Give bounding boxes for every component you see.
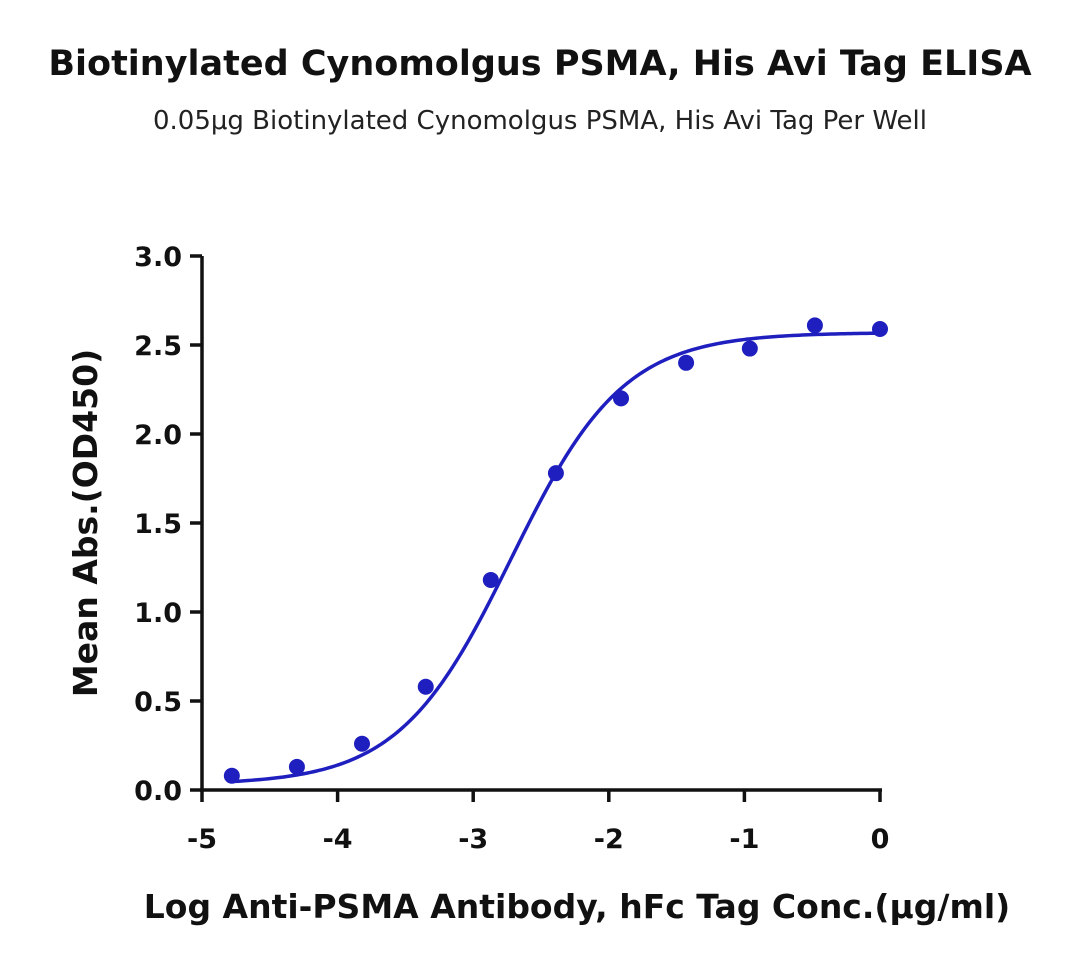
data-point — [806, 317, 823, 334]
y-tick-label: 1.5 — [134, 509, 182, 540]
data-points-layer — [223, 317, 888, 784]
y-axis-label: Mean Abs.(OD450) — [66, 349, 105, 697]
x-tick-label: -4 — [323, 824, 353, 855]
x-tick-label: -5 — [187, 824, 217, 855]
y-tick-label: 2.5 — [134, 331, 182, 362]
data-point — [678, 354, 695, 371]
x-tick-label: 0 — [871, 824, 890, 855]
data-point — [547, 465, 564, 482]
data-point — [741, 340, 758, 357]
chart-title: Biotinylated Cynomolgus PSMA, His Avi Ta… — [48, 44, 1032, 84]
axes: 0.0 0.5 1.0 1.5 2.0 2.5 3.0 -5 -4 -3 -2 -1 0 — [134, 242, 889, 855]
x-tick-label: -3 — [458, 824, 488, 855]
data-point — [482, 571, 499, 588]
y-tick-label: 1.0 — [134, 598, 182, 629]
data-point — [613, 390, 630, 407]
fit-curve — [231, 331, 881, 784]
data-point — [223, 767, 240, 784]
y-tick-label: 3.0 — [134, 242, 182, 273]
data-point — [417, 678, 434, 695]
x-tick-label: -2 — [594, 824, 624, 855]
y-tick-label: 0.5 — [134, 687, 182, 718]
x-axis-label: Log Anti-PSMA Antibody, hFc Tag Conc.(μg… — [144, 887, 1010, 926]
chart-subtitle: 0.05μg Biotinylated Cynomolgus PSMA, His… — [152, 106, 927, 136]
data-point — [354, 735, 371, 752]
fit-curve-layer — [231, 331, 881, 784]
x-tick-label: -1 — [729, 824, 759, 855]
data-point — [288, 758, 305, 775]
y-tick-label: 2.0 — [134, 420, 182, 451]
data-point — [872, 320, 888, 337]
y-tick-label: 0.0 — [134, 776, 182, 807]
